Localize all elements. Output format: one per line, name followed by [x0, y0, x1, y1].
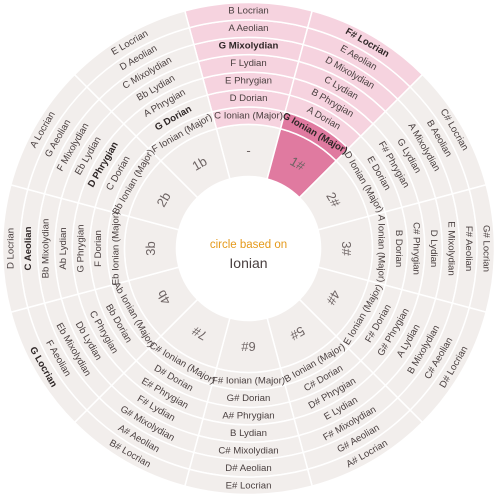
center-circle: circle based on Ionian	[176, 176, 321, 321]
signature-label: 2b	[154, 189, 174, 209]
mode-label: D Dorian	[230, 93, 268, 104]
mode-label: G# Dorian	[227, 393, 271, 404]
mode-label: G Phrygian	[75, 225, 86, 273]
signature-label: 3#	[339, 241, 354, 256]
mode-label: Ab Lydian	[58, 227, 69, 269]
mode-label: E Phrygian	[225, 75, 272, 86]
mode-segment-11-6[interactable]	[73, 9, 191, 88]
signature-label: 4b	[154, 287, 174, 307]
center-mode-label: Ionian	[229, 255, 267, 271]
signature-label: 3b	[143, 241, 158, 255]
mode-label: C# Mixolydian	[218, 445, 278, 456]
mode-label: A Ionian (Major)	[376, 215, 387, 283]
signature-label: -	[246, 143, 250, 158]
mode-label: D Locrian	[6, 228, 17, 269]
mode-label: B Lydian	[230, 428, 267, 439]
mode-label: F Dorian	[93, 230, 104, 267]
mode-label: F# Ionian (Major)	[212, 376, 285, 387]
mode-label: D# Aeolian	[225, 463, 271, 474]
mode-label: A# Phrygian	[222, 411, 274, 422]
mode-label: F# Aeolian	[463, 226, 474, 271]
mode-label: G# Locrian	[480, 225, 491, 272]
mode-label: E Mixolydian	[445, 221, 456, 275]
signature-label: 6#	[241, 339, 256, 354]
mode-label: G Mixolydian	[219, 41, 279, 52]
mode-label: C Aeolian	[23, 226, 34, 270]
mode-label: C Ionian (Major)	[214, 110, 283, 121]
mode-label: Eb Ionian (Major)	[110, 212, 121, 286]
mode-label: E# Locrian	[226, 480, 272, 491]
mode-label: D Lydian	[428, 230, 439, 268]
mode-label: Bb Mixolydian	[41, 219, 52, 279]
mode-label: B Locrian	[228, 6, 269, 17]
mode-label: F Lydian	[230, 58, 266, 69]
mode-label: C# Phrygian	[411, 222, 422, 275]
signature-label: 1b	[189, 154, 209, 174]
center-subtitle: circle based on	[210, 239, 287, 251]
mode-label: A Aeolian	[228, 23, 268, 34]
mode-label: B Dorian	[393, 230, 404, 267]
